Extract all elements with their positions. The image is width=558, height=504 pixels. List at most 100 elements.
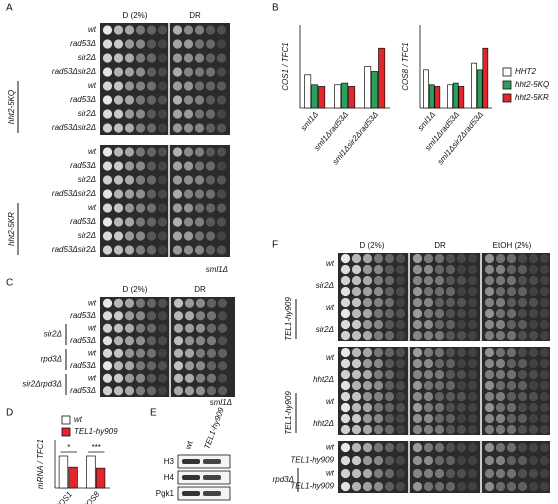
spot — [423, 297, 434, 308]
spot — [434, 253, 445, 264]
spot — [183, 175, 194, 185]
spot — [517, 413, 528, 424]
spot — [172, 231, 183, 241]
strain-footer: sml1Δ — [206, 265, 228, 274]
spot — [495, 413, 506, 424]
spot — [495, 380, 506, 391]
spot — [423, 308, 434, 319]
spot — [184, 298, 195, 308]
spot — [173, 373, 184, 383]
spot — [183, 203, 194, 213]
spot — [484, 369, 495, 380]
spot — [373, 275, 384, 286]
spot — [456, 369, 467, 380]
spot — [216, 217, 227, 227]
spot — [506, 347, 517, 358]
spot — [412, 308, 423, 319]
spot — [495, 358, 506, 369]
spot — [412, 369, 423, 380]
column-header: D (2%) — [123, 285, 148, 294]
spot — [183, 123, 194, 133]
spot — [506, 286, 517, 297]
spot — [362, 481, 373, 492]
bar — [371, 71, 379, 109]
spot — [395, 275, 406, 286]
spot — [195, 361, 206, 371]
spot — [183, 81, 194, 91]
spot — [539, 308, 550, 319]
spot — [506, 402, 517, 413]
strain-label: rad53Δ — [70, 161, 96, 170]
spot — [102, 123, 113, 133]
spot — [384, 358, 395, 369]
spot — [194, 147, 205, 157]
spot — [113, 109, 124, 119]
spot — [434, 391, 445, 402]
spot — [146, 348, 157, 358]
spot — [124, 311, 135, 321]
spot — [528, 297, 539, 308]
spot — [434, 402, 445, 413]
spot — [456, 380, 467, 391]
spot — [146, 311, 157, 321]
spot — [351, 468, 362, 479]
spot — [340, 380, 351, 391]
spot — [495, 347, 506, 358]
spot — [528, 481, 539, 492]
spot — [384, 380, 395, 391]
spot — [362, 308, 373, 319]
spot — [445, 380, 456, 391]
spot — [205, 53, 216, 63]
spot — [528, 275, 539, 286]
spot — [517, 253, 528, 264]
spot — [539, 424, 550, 435]
spot — [517, 308, 528, 319]
strain-label: wt — [88, 81, 97, 90]
spot — [124, 386, 135, 396]
spot — [173, 311, 184, 321]
legend-label: wt — [74, 415, 83, 424]
spot — [172, 161, 183, 171]
spot — [517, 442, 528, 453]
spot — [194, 109, 205, 119]
spot — [412, 413, 423, 424]
spot — [423, 330, 434, 341]
spot — [205, 123, 216, 133]
spot — [146, 147, 157, 157]
spot — [423, 319, 434, 330]
spot — [205, 25, 216, 35]
spot — [135, 336, 146, 346]
spot — [517, 347, 528, 358]
spot — [124, 361, 135, 371]
spot — [157, 175, 168, 185]
spot — [517, 424, 528, 435]
spot — [495, 297, 506, 308]
spot — [412, 253, 423, 264]
spot — [456, 297, 467, 308]
spot — [102, 361, 113, 371]
spot — [146, 175, 157, 185]
y-axis-label: mRNA / TFC1 — [36, 439, 45, 489]
spot — [157, 348, 168, 358]
spot — [340, 286, 351, 297]
strain-label: wt — [88, 25, 97, 34]
spot — [135, 245, 146, 255]
spot — [216, 81, 227, 91]
spot — [135, 361, 146, 371]
spot — [467, 264, 478, 275]
spot — [113, 161, 124, 171]
spot — [362, 286, 373, 297]
spot — [434, 358, 445, 369]
spot — [423, 253, 434, 264]
spot — [146, 123, 157, 133]
spot — [528, 308, 539, 319]
spot — [157, 323, 168, 333]
spot — [434, 275, 445, 286]
spot — [495, 442, 506, 453]
spot — [183, 67, 194, 77]
column-header: DR — [194, 285, 206, 294]
spot — [146, 39, 157, 49]
spot — [539, 319, 550, 330]
spot — [434, 264, 445, 275]
panel-label: B — [272, 3, 279, 14]
